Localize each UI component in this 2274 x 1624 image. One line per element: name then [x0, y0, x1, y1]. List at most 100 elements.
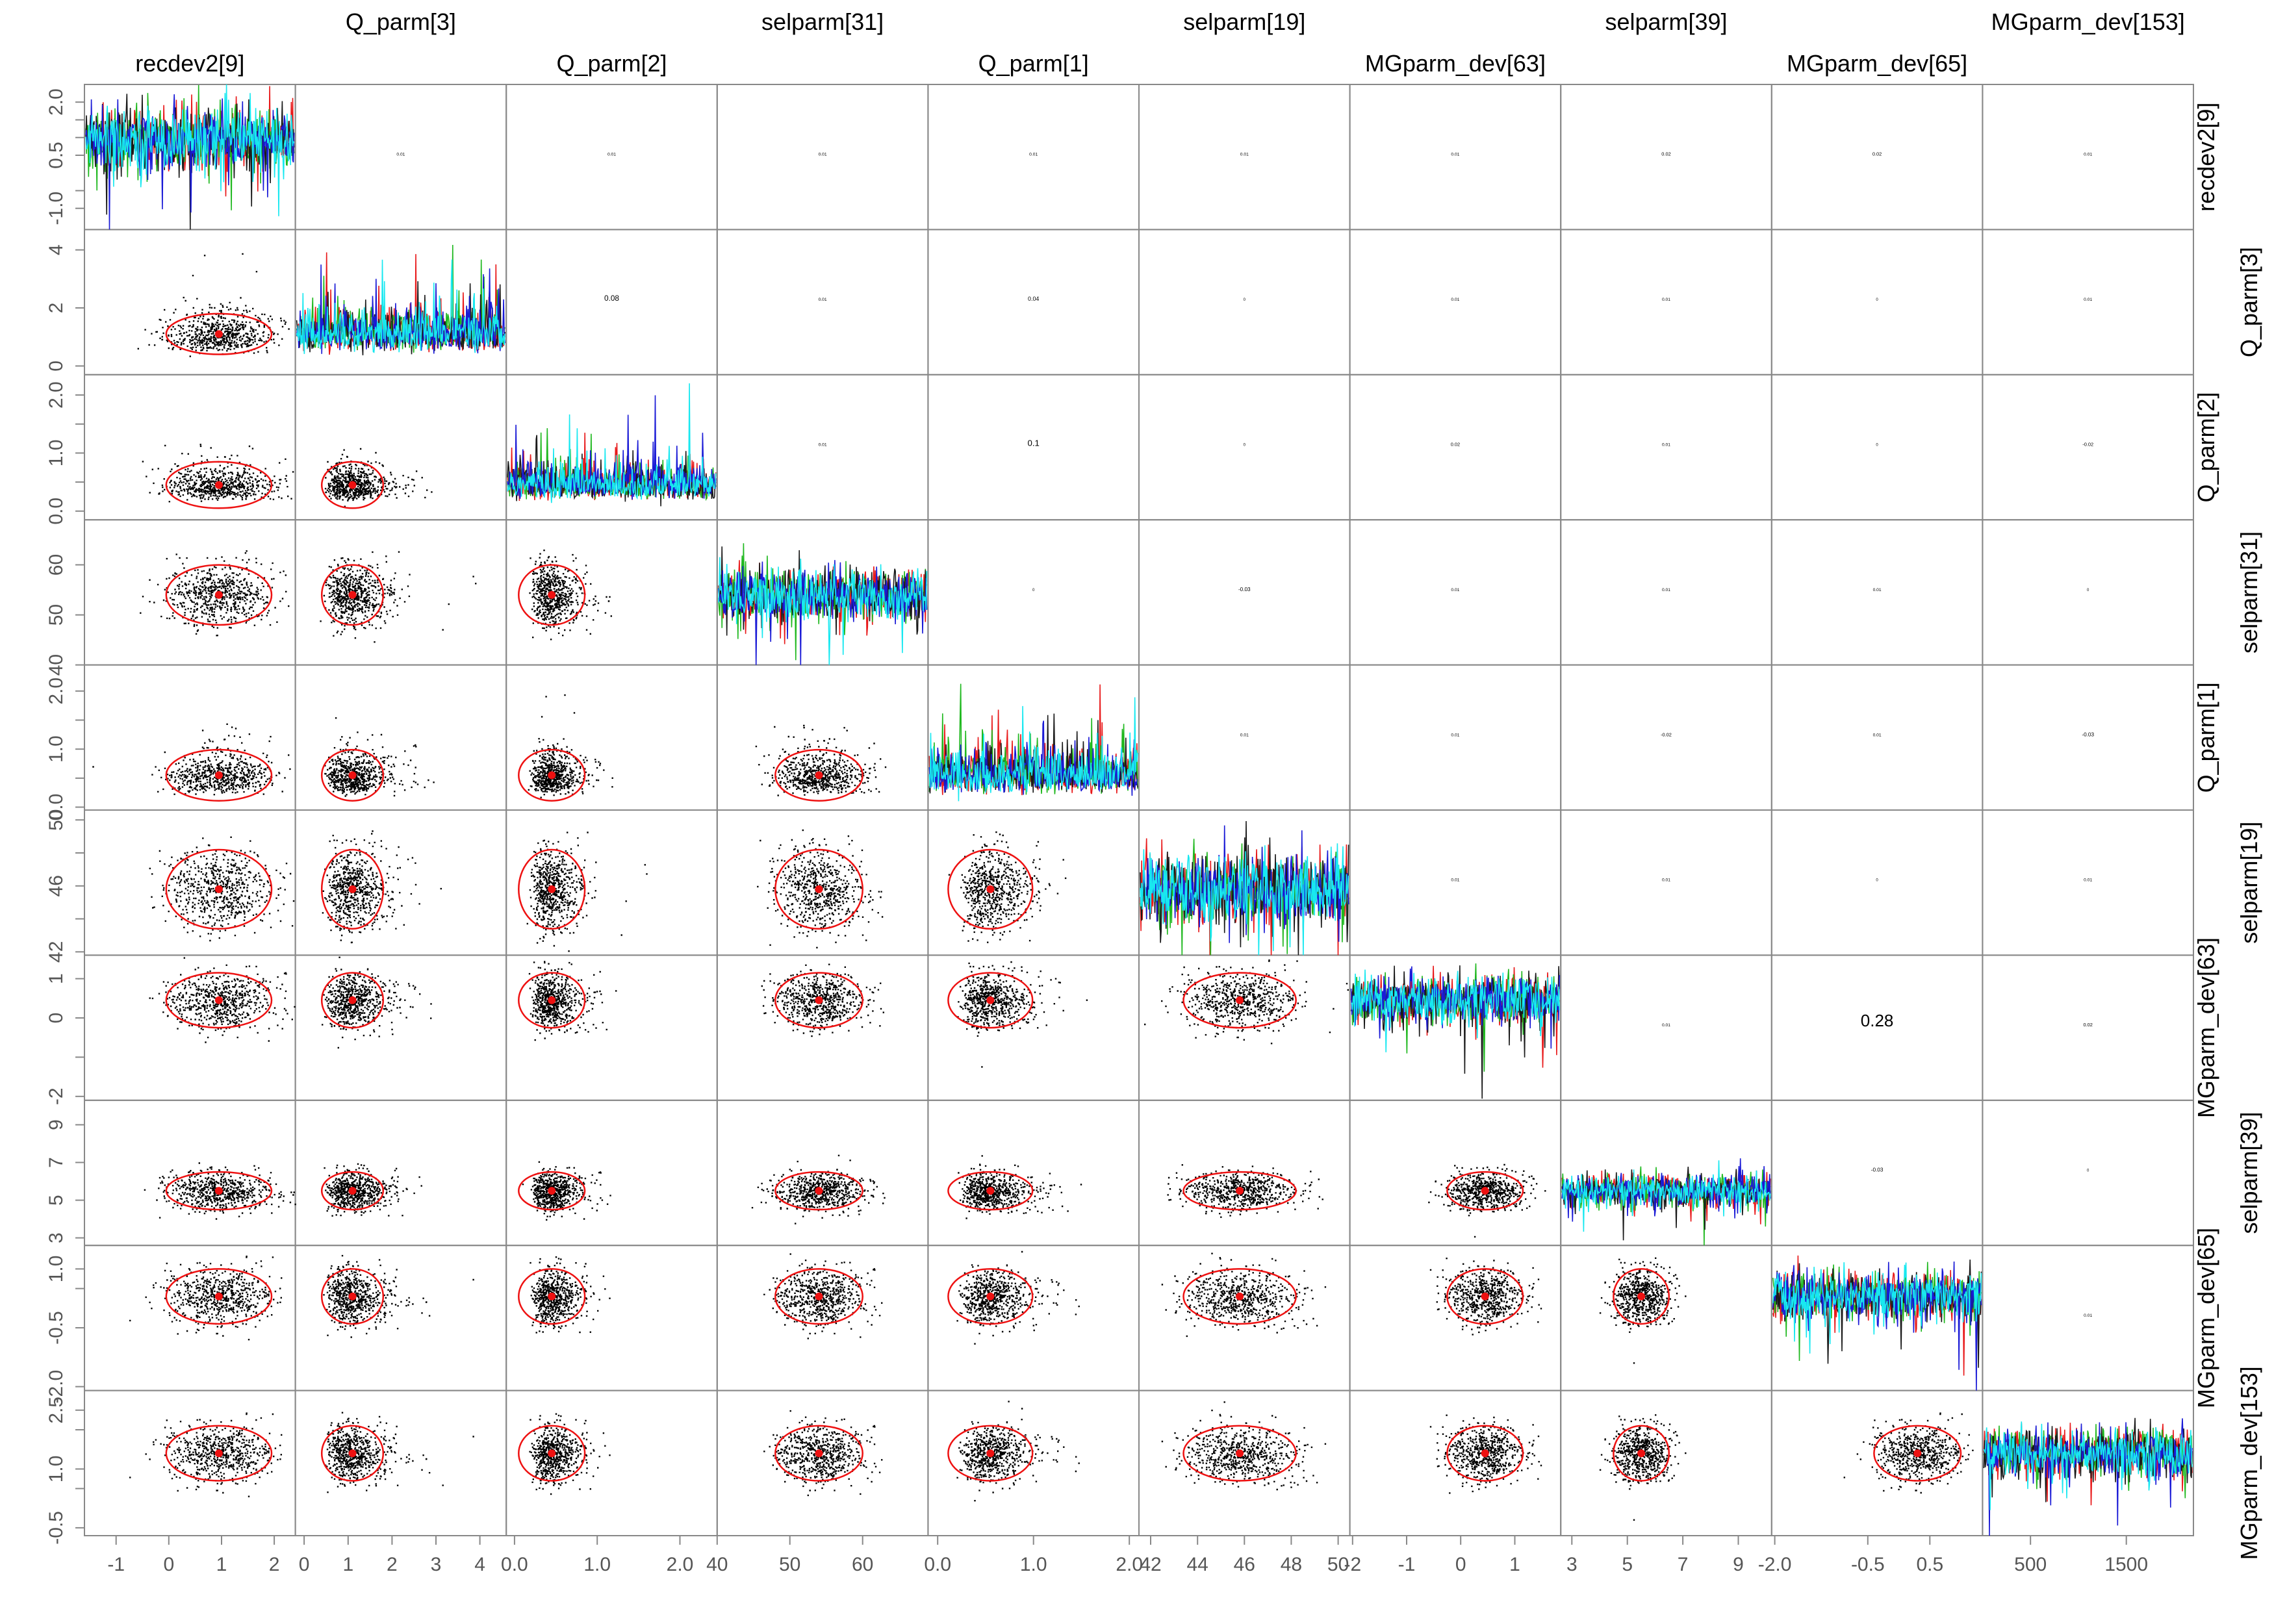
correlation-value: 0.01	[1451, 588, 1459, 592]
confidence-ellipse	[518, 1171, 586, 1211]
trace-panels	[85, 84, 2193, 1536]
panel-frame-3-8	[1560, 374, 1772, 521]
y-tick-label: 1.0	[45, 1456, 67, 1483]
correlation-value: 0	[1244, 298, 1246, 302]
x-tick-label: 60	[852, 1554, 873, 1575]
panel-frame-6-4	[716, 809, 929, 956]
panel-frame-8-10	[1982, 1099, 2194, 1247]
trace-panel-7	[1350, 963, 1560, 1099]
trace-panel-6	[1140, 820, 1349, 956]
trace-line-black-7	[1350, 965, 1560, 1099]
scatter-panels	[92, 253, 1974, 1521]
scatter-panel-9-7	[1429, 1258, 1542, 1336]
correlation-value: 0.01	[1662, 298, 1670, 302]
scatter-panel-10-3	[518, 1413, 611, 1495]
scatter-panel-9-6	[1161, 1252, 1327, 1338]
x-tick-label: 9	[1733, 1554, 1744, 1575]
trace-line-cyan-5	[928, 697, 1138, 802]
x-tick-label: -0.5	[1851, 1554, 1885, 1575]
y-tick-label: 9	[45, 1119, 67, 1130]
y-tick-label: -2	[45, 1087, 67, 1105]
y-axis-1: -1.0 0.5 2.0	[45, 88, 84, 225]
scatter-panel-10-1	[129, 1412, 283, 1497]
mean-marker	[548, 1292, 556, 1300]
mean-marker	[986, 1449, 995, 1458]
mean-marker	[214, 481, 223, 489]
confidence-ellipse	[518, 748, 586, 802]
scatter-panel-9-4	[763, 1253, 883, 1339]
panel-frame-4-2	[294, 519, 507, 666]
x-tick-label: 0	[1455, 1554, 1466, 1575]
mean-marker	[348, 590, 357, 599]
correlation-value: 0.08	[604, 294, 619, 303]
mean-marker	[548, 590, 556, 599]
confidence-ellipse	[165, 748, 273, 802]
confidence-ellipse	[165, 1171, 273, 1211]
x-tick-label: 500	[2014, 1554, 2047, 1575]
confidence-ellipse	[947, 1268, 1034, 1325]
correlation-value: 0.01	[1240, 153, 1249, 157]
panel-frame-3-6	[1138, 374, 1351, 521]
x-tick-label: 46	[1234, 1554, 1255, 1575]
correlation-value: 0	[1244, 444, 1246, 448]
scatter-panel-5-1	[92, 723, 291, 802]
correlation-value: 0.02	[1451, 442, 1460, 448]
confidence-ellipse	[774, 848, 863, 930]
scatter-panel-7-2	[320, 956, 432, 1049]
confidence-ellipse	[165, 461, 273, 509]
y-tick-label: 42	[45, 941, 67, 963]
confidence-ellipse	[1182, 1425, 1297, 1482]
panel-frame-10-2	[294, 1389, 507, 1537]
correlation-value: 0	[2087, 1169, 2089, 1173]
y-tick-label: 2.0	[45, 381, 67, 409]
confidence-ellipse	[165, 1268, 273, 1325]
confidence-ellipse	[165, 848, 273, 930]
panel-frame-9-1	[84, 1245, 296, 1391]
panel-frame-10-8	[1560, 1389, 1772, 1537]
x-axis-3: 0.0 1.0 2.0	[501, 1536, 693, 1575]
correlation-panels: 0.01 0.01 0.01 0.01 0.01 0.01 0.02 0.02 0.01 0.08…	[396, 151, 2094, 1318]
panel-frame-10-7	[1349, 1389, 1562, 1537]
confidence-ellipse	[165, 564, 273, 626]
x-tick-label: -2.0	[1758, 1554, 1792, 1575]
correlation-value: 0	[1032, 589, 1035, 592]
variable-labels: recdev2[9] Q_parm[2] Q_parm[1] MGparm_dev[6…	[135, 8, 2262, 1560]
confidence-ellipse	[320, 1171, 385, 1211]
x-tick-label: 3	[431, 1554, 442, 1575]
mean-marker	[348, 885, 357, 893]
panel-frame-8-7	[1349, 1099, 1562, 1247]
panel-frame-9-2	[294, 1245, 507, 1391]
panel-frame-9-6	[1138, 1245, 1351, 1391]
x-axis-9: -2.0 -0.5 0.5	[1758, 1536, 1943, 1575]
scatter-panel-4-2	[320, 551, 477, 643]
y-tick-label: 2.0	[45, 88, 67, 116]
scatter-panel-5-3	[518, 694, 613, 802]
x-tick-label: 7	[1678, 1554, 1689, 1575]
trace-panel-1	[85, 84, 295, 230]
right-label: Q_parm[3]	[2236, 247, 2262, 357]
confidence-ellipse	[947, 1425, 1034, 1482]
trace-line-cyan-3	[507, 383, 717, 503]
x-tick-label: 0.5	[1916, 1554, 1943, 1575]
mean-marker	[1236, 1187, 1244, 1195]
confidence-ellipse	[320, 748, 385, 802]
trace-line-cyan-1	[85, 84, 295, 216]
top-label: recdev2[9]	[135, 50, 244, 77]
scatter-panel-8-5	[947, 1155, 1082, 1219]
scatter-points	[529, 1413, 611, 1495]
scatter-panel-4-1	[140, 550, 290, 637]
y-tick-label: 7	[45, 1157, 67, 1168]
panel-frame-3-4	[716, 374, 929, 521]
confidence-ellipse	[1182, 972, 1297, 1029]
scatter-panel-5-2	[320, 717, 435, 802]
x-tick-label: -2	[1344, 1554, 1361, 1575]
correlation-value: 0.01	[819, 153, 827, 157]
y-tick-label: 3	[45, 1232, 67, 1243]
y-tick-label: 1	[45, 973, 67, 984]
mean-marker	[815, 1449, 823, 1458]
right-label: Q_parm[1]	[2193, 682, 2219, 793]
mean-marker	[815, 885, 823, 893]
panel-frame-2-1	[84, 229, 296, 375]
scatter-panel-8-4	[751, 1154, 886, 1224]
trace-panel-5	[928, 683, 1138, 802]
